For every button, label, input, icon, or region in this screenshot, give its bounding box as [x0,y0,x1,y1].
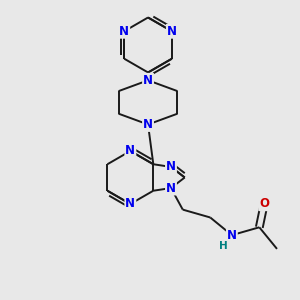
Text: N: N [227,229,237,242]
Text: N: N [119,25,129,38]
Text: H: H [219,241,227,251]
Text: N: N [125,197,135,211]
Text: N: N [166,182,176,194]
Text: N: N [143,74,153,87]
Text: O: O [259,197,269,210]
Text: N: N [166,160,176,173]
Text: N: N [125,145,135,158]
Text: N: N [167,25,177,38]
Text: N: N [143,118,153,131]
